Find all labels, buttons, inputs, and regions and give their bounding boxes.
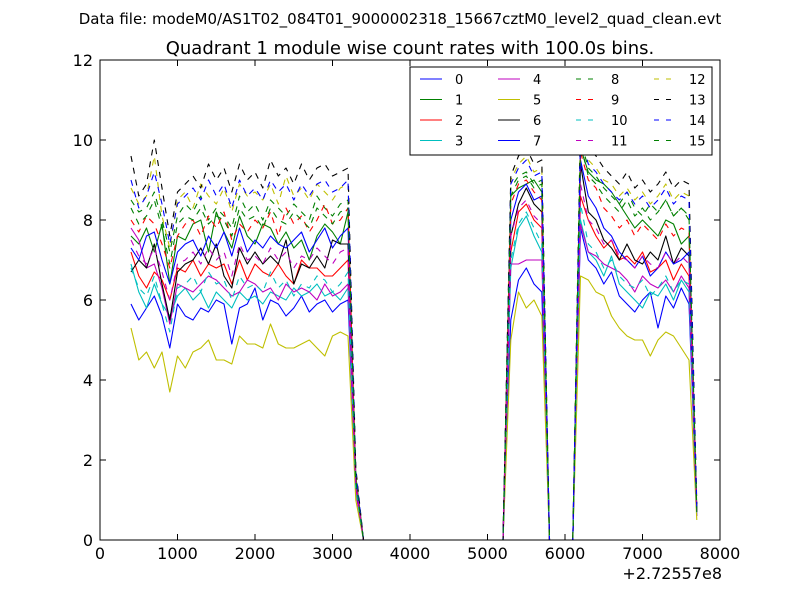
legend-label-15: 15 [689,135,706,150]
series-line-11 [130,183,698,540]
series-line-13 [130,119,698,540]
legend-label-12: 12 [689,73,706,88]
legend-label-9: 9 [611,94,619,109]
legend-label-3: 3 [455,135,463,150]
x-tick-label: 1000 [157,544,198,563]
x-tick-label: 2000 [235,544,276,563]
axis-ticks: 0 1000 2000 3000 4000 5000 6000 7000 80000246810… [73,51,741,563]
series-line-14 [130,135,698,540]
x-tick-label: 5000 [467,544,508,563]
legend-label-1: 1 [455,94,463,109]
series-line-15 [130,143,698,540]
x-tick-label: 8000 [700,544,741,563]
series-line-9 [130,151,698,540]
series-line-6 [130,163,698,540]
series-lines [130,119,698,540]
x-offset-label: +2.72557e8 [622,564,722,583]
legend-label-11: 11 [611,135,628,150]
series-line-12 [130,127,698,540]
x-tick-label: 7000 [622,544,663,563]
legend-box [409,66,713,156]
y-tick-label: 10 [73,131,93,150]
legend-label-7: 7 [533,135,541,150]
y-tick-label: 0 [83,531,93,550]
legend-label-4: 4 [533,73,541,88]
series-line-5 [130,275,698,540]
x-tick-label: 6000 [545,544,586,563]
series-line-1 [130,147,698,540]
legend-label-10: 10 [611,114,628,129]
legend-label-2: 2 [455,114,463,129]
y-tick-label: 8 [83,211,93,230]
chart-title: Quadrant 1 module wise count rates with … [166,38,655,59]
series-line-0 [130,227,698,540]
plot-series [130,119,698,540]
y-tick-label: 12 [73,51,93,70]
x-tick-label: 0 [95,544,105,563]
x-tick-label: 3000 [312,544,353,563]
y-tick-label: 4 [83,371,93,390]
series-line-7 [130,159,698,540]
series-line-2 [130,195,698,540]
legend-label-13: 13 [689,94,706,109]
legend-label-6: 6 [533,114,541,129]
x-tick-label: 4000 [390,544,431,563]
figure-suptitle: Data file: modeM0/AS1T02_084T01_90000023… [79,10,722,29]
legend-label-8: 8 [611,73,619,88]
y-tick-label: 6 [83,291,93,310]
legend-label-5: 5 [533,94,541,109]
series-line-3 [130,215,698,540]
y-tick-label: 2 [83,451,93,470]
series-line-10 [130,203,698,540]
series-line-4 [130,223,698,540]
legend-label-14: 14 [689,114,706,129]
legend-label-0: 0 [455,73,463,88]
series-line-8 [130,139,698,540]
